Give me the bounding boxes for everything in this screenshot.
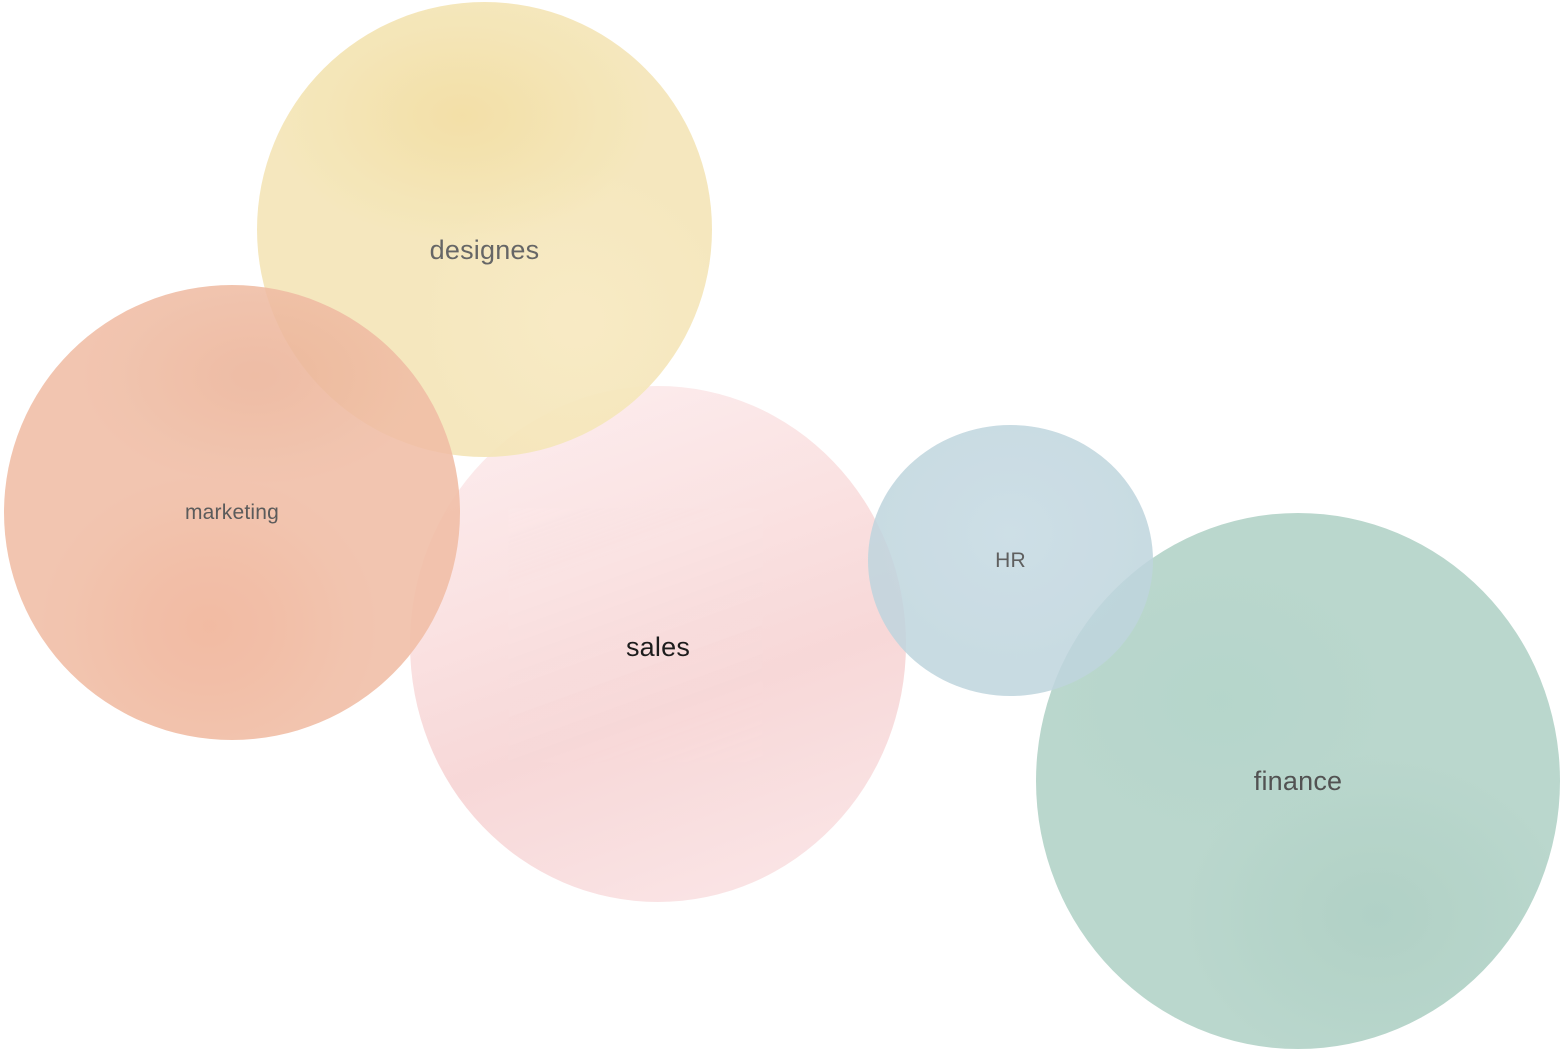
hr-bubble: HR [868, 425, 1153, 696]
hr-label: HR [995, 548, 1026, 572]
sales-label: sales [625, 631, 691, 662]
marketing-bubble: marketing [4, 285, 460, 740]
sales-bubble: sales [410, 386, 906, 902]
marketing-label: marketing [184, 500, 279, 524]
finance-label: finance [1253, 765, 1343, 796]
finance-bubble: finance [1036, 513, 1560, 1049]
designes-label: designes [429, 235, 540, 265]
